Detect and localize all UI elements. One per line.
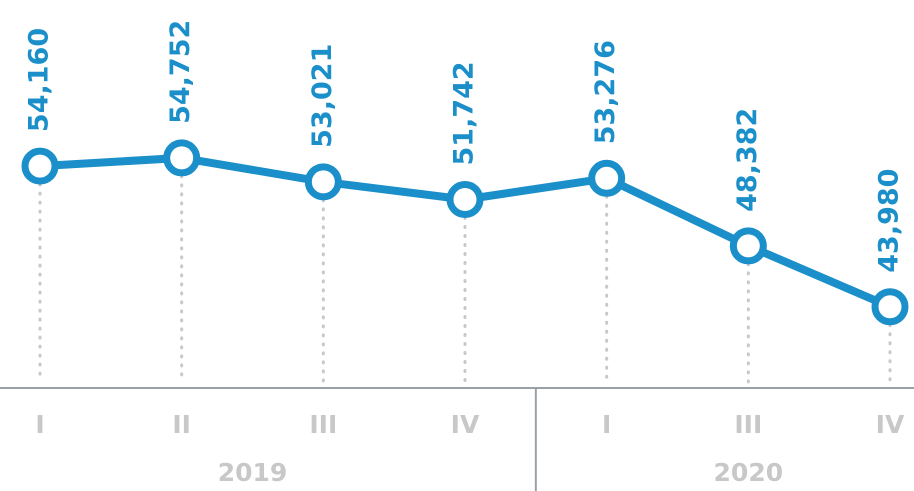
value-label: 48,382 <box>732 108 763 212</box>
x-tick-label: I <box>602 410 611 439</box>
point <box>163 139 201 177</box>
value-label: 54,752 <box>165 20 196 124</box>
value-label: 43,980 <box>874 169 905 273</box>
point <box>446 180 484 218</box>
x-tick-label: III <box>734 410 762 439</box>
group-label: 2020 <box>714 458 784 487</box>
point <box>304 163 342 201</box>
value-label: 54,160 <box>24 28 55 132</box>
value-label: 53,276 <box>590 40 621 144</box>
x-tick-label: I <box>35 410 44 439</box>
value-label: 51,742 <box>449 61 480 165</box>
x-tick-label: II <box>172 410 191 439</box>
x-tick-label: IV <box>451 410 480 439</box>
group-label: 2019 <box>218 458 288 487</box>
x-tick-label: IV <box>876 410 905 439</box>
point <box>21 147 59 185</box>
x-tick-label: III <box>309 410 337 439</box>
point <box>588 159 626 197</box>
value-label: 53,021 <box>307 44 338 148</box>
point <box>871 288 909 326</box>
point <box>729 227 767 265</box>
